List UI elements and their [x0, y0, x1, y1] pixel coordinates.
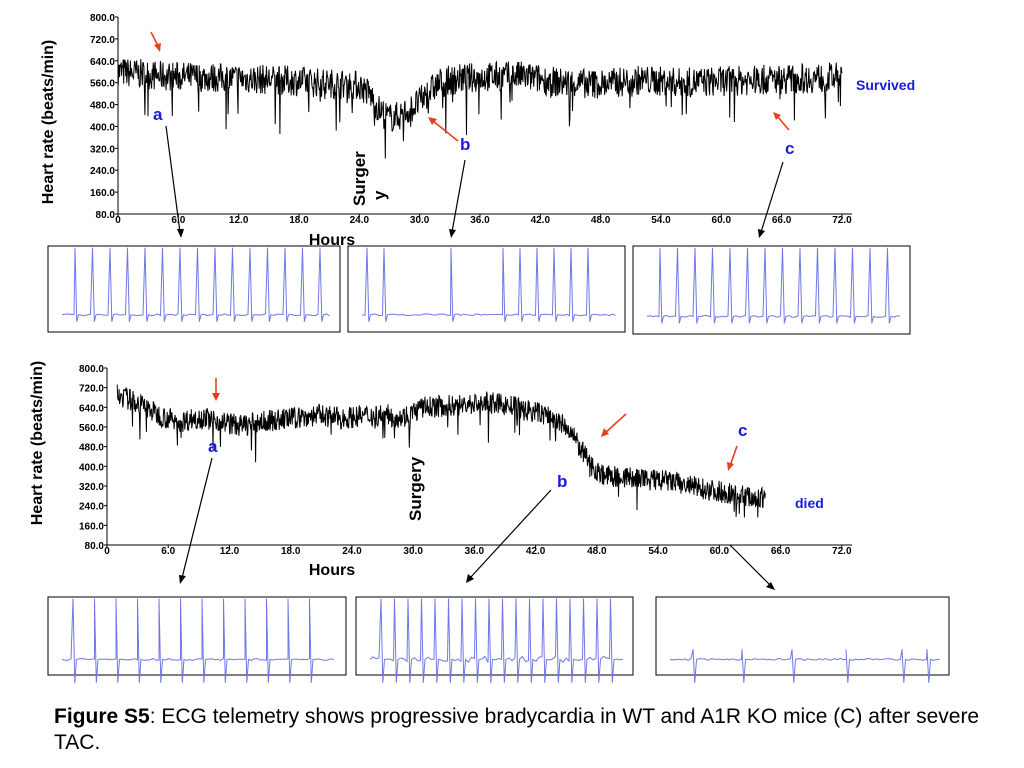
top-chart-y-axis: 80.0 160.0 240.0 320.0 400.0 480.0 560.0 640.0 7… — [90, 13, 118, 221]
bottom-chart-xtick-label: 42.0 — [526, 546, 546, 557]
top-chart-xtick-label: 24.0 — [350, 215, 370, 226]
caption-text: : ECG telemetry shows progressive bradyc… — [54, 705, 980, 754]
bottom-chart-xtick-label: 60.0 — [710, 546, 730, 557]
bottom-chart-ytick-label: 720.0 — [79, 384, 104, 395]
top-chart-ytick-label: 80.0 — [96, 210, 116, 221]
bottom-chart-xtick-label: 72.0 — [832, 546, 852, 557]
bottom-red-arrow-b — [601, 413, 627, 437]
top-surgery-label-line2: y — [370, 190, 389, 200]
bottom-chart: Heart rate (beats/min) 80.0 160.0 240.0 320… — [29, 361, 852, 590]
top-surgery-label-line1: Surger — [350, 151, 369, 206]
bottom-chart-ytick-label: 160.0 — [79, 521, 104, 532]
bottom-chart-xtick-label: 36.0 — [465, 546, 485, 557]
bottom-chart-ytick-label: 640.0 — [79, 403, 104, 414]
top-outcome-label: Survived — [856, 77, 915, 93]
top-chart-ytick-label: 800.0 — [90, 13, 115, 24]
top-red-arrow-c — [773, 112, 790, 131]
top-chart-xtick-label: 60.0 — [712, 215, 732, 226]
bottom-chart-xtick-label: 54.0 — [648, 546, 668, 557]
bottom-marker-a: a — [208, 437, 218, 456]
top-marker-c: c — [785, 139, 794, 158]
bottom-chart-ytick-label: 320.0 — [79, 482, 104, 493]
bottom-chart-x-axis: 0 6.0 12.0 18.0 24.0 30.0 36.0 42.0 48.0 54.0 60.0… — [104, 545, 852, 557]
bottom-ecg-strip-a — [47, 596, 347, 683]
top-chart-ytick-label: 400.0 — [90, 122, 115, 133]
top-chart-xtick-label: 42.0 — [531, 215, 551, 226]
bottom-pointer-arrow-c — [729, 544, 775, 590]
figure-caption: Figure S5: ECG telemetry shows progressi… — [54, 704, 1014, 756]
bottom-chart-xtick-label: 66.0 — [771, 546, 791, 557]
top-chart-x-axis: 06.012.018.024.030.036.042.048.054.060.0… — [115, 214, 852, 226]
bottom-chart-xtick-label: 12.0 — [220, 546, 240, 557]
bottom-chart-ytick-label: 480.0 — [79, 443, 104, 454]
top-marker-a: a — [153, 105, 163, 124]
bottom-chart-ytick-label: 240.0 — [79, 502, 104, 513]
figure-label: Figure S5 — [54, 705, 150, 728]
top-chart-xtick-label: 18.0 — [289, 215, 309, 226]
top-chart-xtick-label: 30.0 — [410, 215, 430, 226]
top-chart-ylabel: Heart rate (beats/min) — [40, 40, 57, 205]
bottom-chart-xtick-label: 30.0 — [403, 546, 423, 557]
bottom-ecg-strip-b — [355, 596, 634, 683]
top-chart-xtick-label: 48.0 — [591, 215, 611, 226]
top-pointer-arrow-c — [758, 161, 784, 238]
top-chart-xtick-label: 66.0 — [772, 215, 792, 226]
top-chart-ytick-label: 720.0 — [90, 35, 115, 46]
bottom-surgery-label: Surgery — [406, 456, 425, 521]
bottom-chart-ytick-label: 800.0 — [79, 364, 104, 375]
bottom-chart-xtick-label: 24.0 — [342, 546, 362, 557]
bottom-chart-xtick-label: 18.0 — [281, 546, 301, 557]
top-red-arrow-a — [150, 31, 161, 52]
bottom-chart-ytick-label: 400.0 — [79, 462, 104, 473]
top-ecg-strip-a — [47, 245, 341, 333]
bottom-marker-c: c — [738, 421, 747, 440]
top-ecg-strip-b — [347, 245, 626, 333]
bottom-marker-b: b — [557, 472, 567, 491]
top-pointer-arrow-b — [449, 159, 466, 238]
top-chart-xlabel: Hours — [309, 232, 355, 249]
top-chart-xtick-label: 12.0 — [229, 215, 249, 226]
bottom-red-arrow-c — [727, 445, 738, 471]
top-chart-xtick-label: 54.0 — [651, 215, 671, 226]
bottom-chart-ytick-label: 80.0 — [85, 541, 105, 552]
top-chart-xtick-label: 72.0 — [832, 215, 852, 226]
top-chart-xtick-label: 0 — [115, 215, 121, 226]
top-pointer-arrow-a — [165, 125, 184, 238]
top-red-arrow-b — [428, 117, 459, 142]
bottom-chart-y-axis: 80.0 160.0 240.0 320.0 400.0 480.0 560.0 640.0 7… — [79, 364, 107, 552]
top-chart-ytick-label: 240.0 — [90, 166, 115, 177]
bottom-chart-ylabel: Heart rate (beats/min) — [29, 361, 46, 526]
bottom-pointer-arrow-b — [466, 489, 552, 583]
bottom-chart-xtick-label: 6.0 — [161, 546, 175, 557]
top-chart-ytick-label: 640.0 — [90, 57, 115, 68]
bottom-ecg-strip-c — [655, 596, 950, 683]
top-chart-ytick-label: 480.0 — [90, 101, 115, 112]
bottom-outcome-label: died — [795, 495, 824, 511]
bottom-chart-xtick-label: 48.0 — [587, 546, 607, 557]
top-chart-xtick-label: 36.0 — [470, 215, 490, 226]
top-marker-b: b — [460, 135, 470, 154]
bottom-chart-xlabel: Hours — [309, 562, 355, 579]
top-ecg-strip-c — [632, 245, 911, 335]
top-chart-heart-rate-trace — [117, 59, 843, 159]
bottom-chart-heart-rate-trace — [116, 384, 766, 518]
bottom-chart-xtick-label: 0 — [104, 546, 110, 557]
bottom-red-arrow-a — [212, 378, 220, 401]
top-chart-ytick-label: 320.0 — [90, 144, 115, 155]
bottom-pointer-arrow-a — [179, 457, 213, 584]
top-chart-ytick-label: 560.0 — [90, 79, 115, 90]
top-chart: Heart rate (beats/min) 80.0 160.0 240.0 320… — [40, 13, 915, 249]
top-chart-ytick-label: 160.0 — [90, 188, 115, 199]
bottom-chart-ytick-label: 560.0 — [79, 423, 104, 434]
